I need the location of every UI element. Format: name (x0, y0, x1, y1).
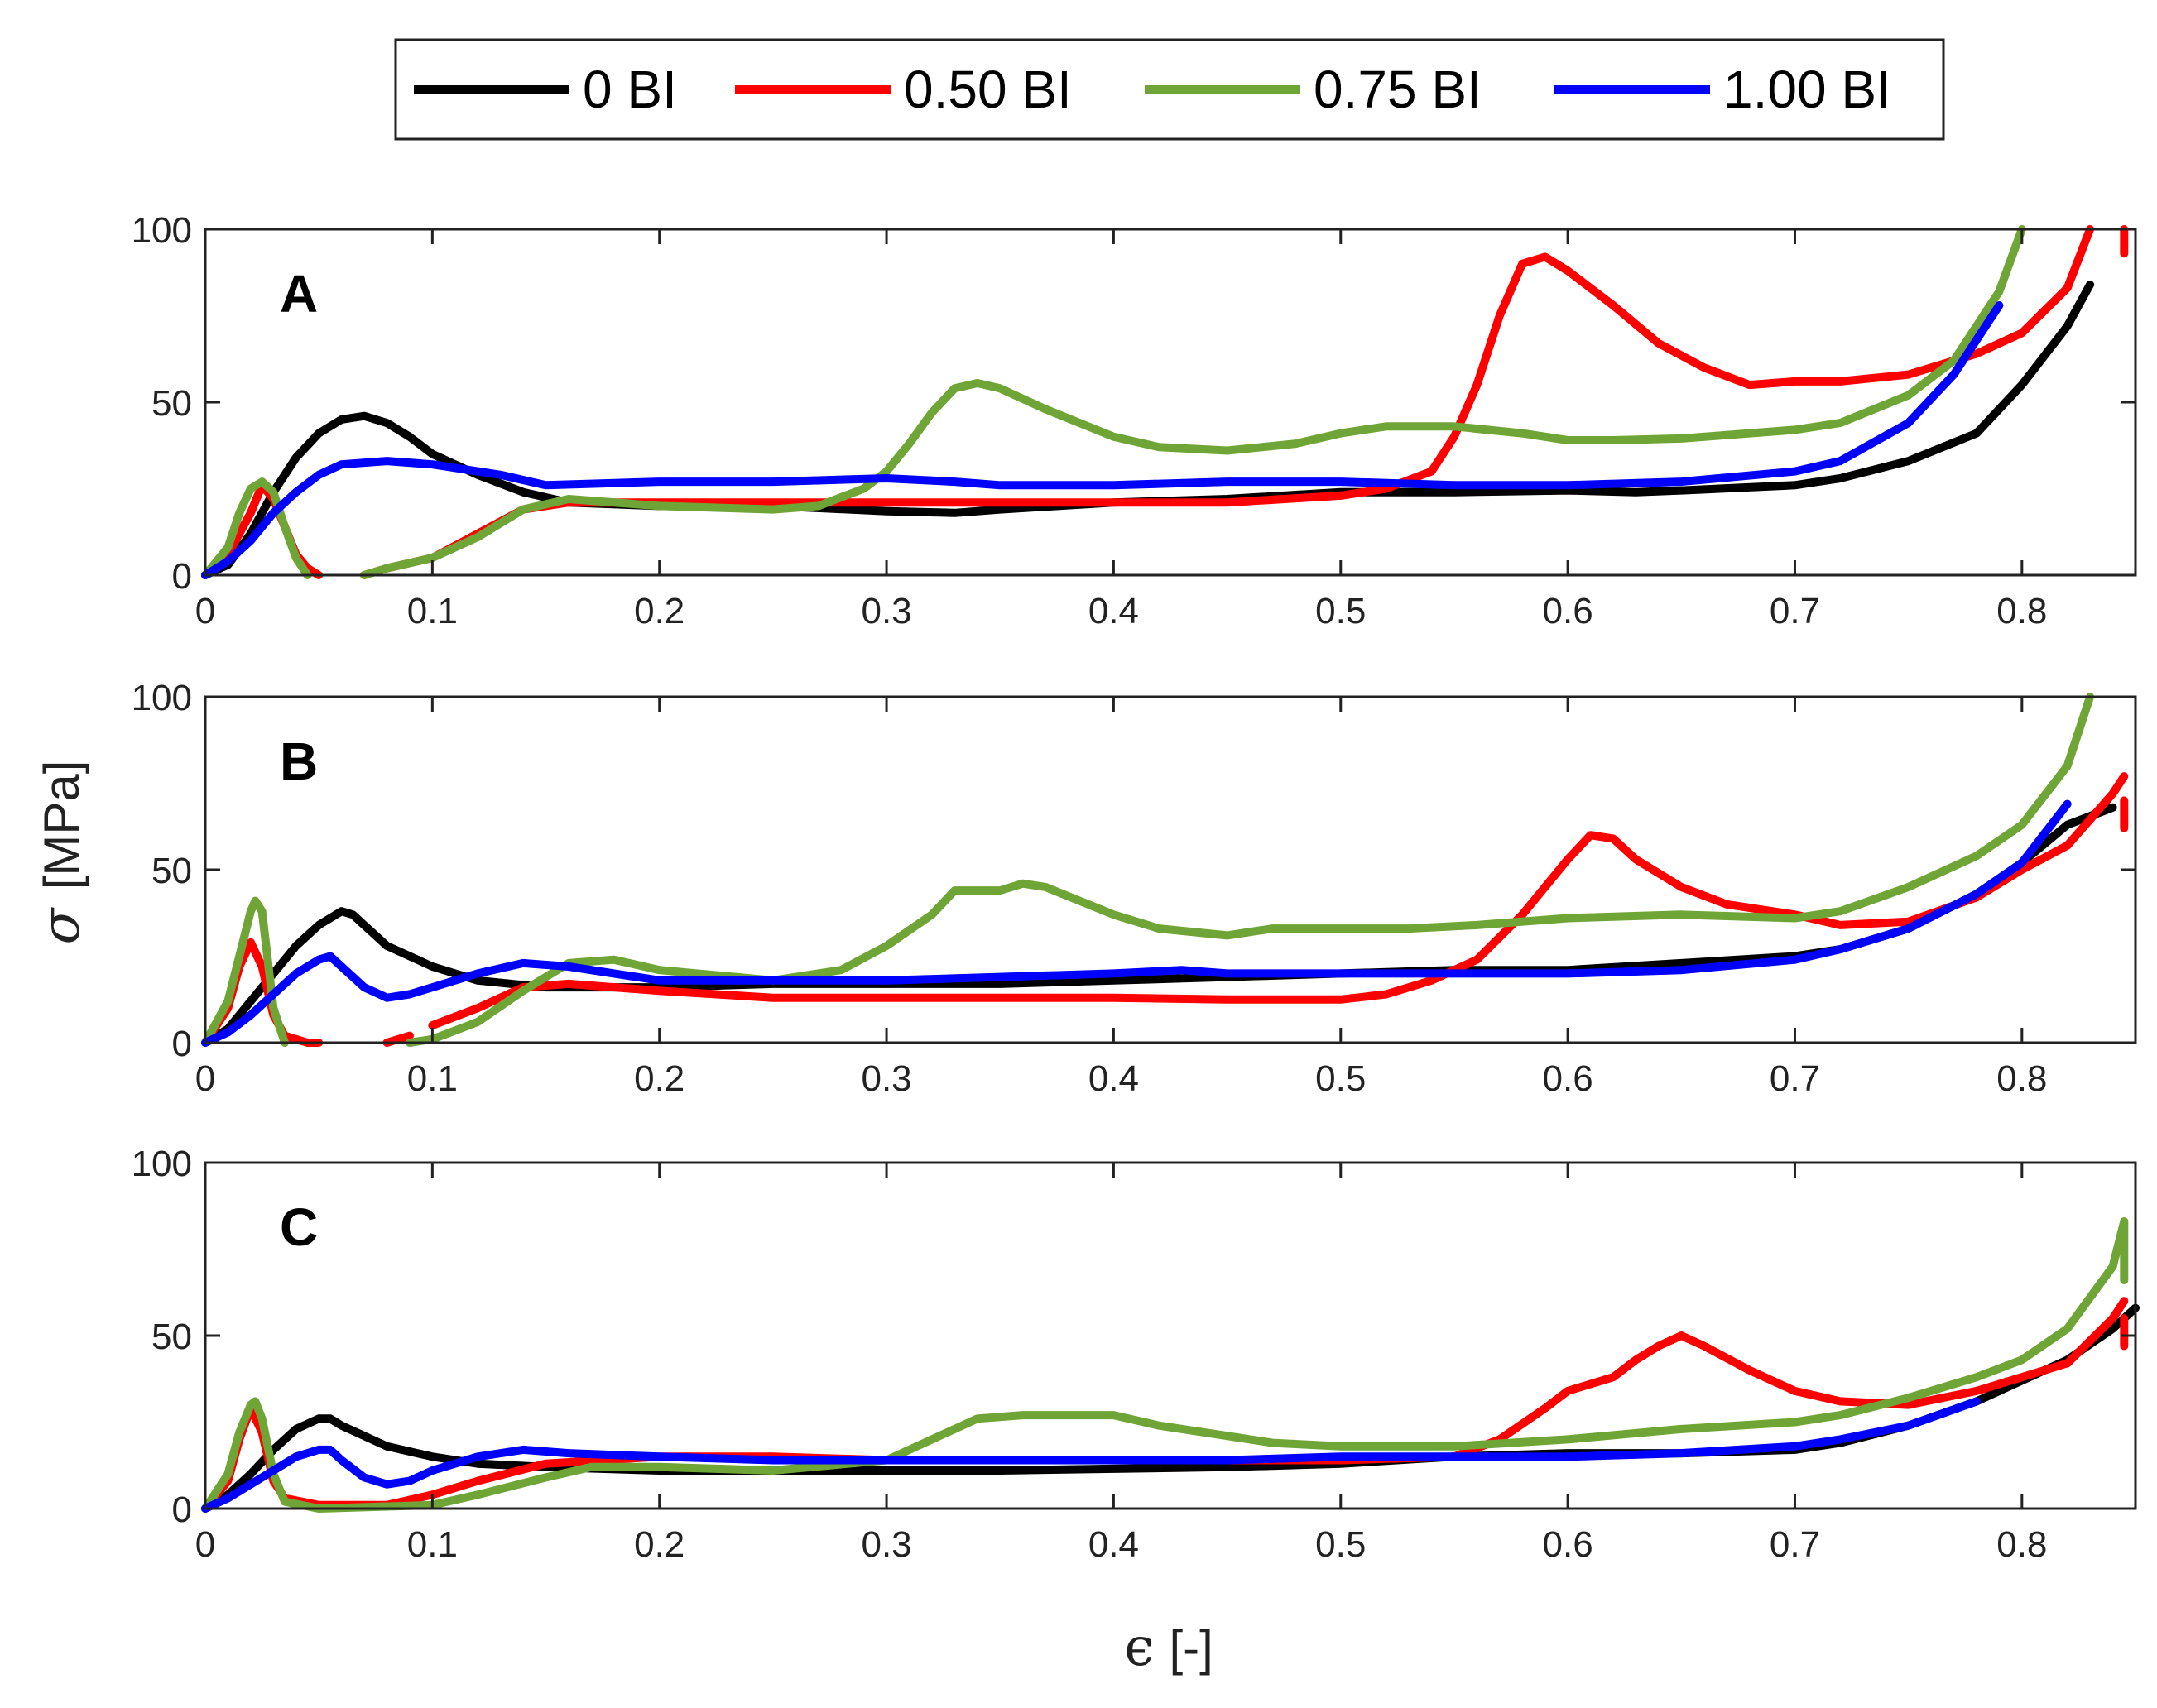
series-line-0-bi-a-seg0 (201, 280, 2095, 579)
y-axis-label: σ [MPa] (31, 760, 92, 945)
legend-label-100bi: 1.00 BI (1723, 60, 1891, 119)
y-axis-symbol: σ (31, 906, 92, 944)
panel-label-b: B (280, 732, 318, 791)
plot-area-a (205, 229, 2135, 575)
x-tick-label-a-8: 0.8 (1996, 591, 2047, 631)
x-tick-label-a-3: 0.3 (861, 591, 911, 631)
series-line-0-75-bi-a-seg0 (201, 477, 312, 579)
series-group-c (201, 1217, 2140, 1513)
panel-label-a: A (280, 264, 318, 324)
x-tick-label-c-2: 0.2 (634, 1524, 685, 1565)
plot-area-b (205, 697, 2135, 1043)
y-tick-label-c-1: 50 (151, 1317, 192, 1357)
x-tick-label-a-4: 0.4 (1088, 591, 1139, 631)
x-tick-label-a-6: 0.6 (1543, 591, 1593, 631)
svg-text:σ [MPa]: σ [MPa] (31, 760, 92, 945)
series-line-0-75-bi-b-seg1 (405, 693, 2095, 1047)
x-tick-label-b-2: 0.2 (634, 1058, 685, 1099)
y-tick-label-b-1: 50 (151, 851, 192, 891)
series-line-0-75-bi-c-seg0 (201, 1217, 2129, 1513)
x-tick-label-a-7: 0.7 (1770, 591, 1820, 631)
x-tick-label-b-1: 0.1 (407, 1058, 458, 1099)
x-tick-label-c-6: 0.6 (1543, 1524, 1593, 1565)
panel-b: 0 0.1 0.2 0.3 0.4 0.5 0.6 0.7 0.8 0 50 100 B (132, 678, 2137, 1099)
series-line-1-00-bi-b-seg0 (201, 799, 2072, 1047)
svg-text:ϵ [-]: ϵ [-] (1124, 1617, 1213, 1678)
x-tick-label-c-5: 0.5 (1315, 1524, 1366, 1565)
series-line-1-00-bi-a-seg0 (201, 301, 2004, 579)
x-tick-label-a-0: 0 (195, 591, 215, 631)
x-axis-symbol: ϵ (1124, 1617, 1154, 1678)
panel-c: 0 0.1 0.2 0.3 0.4 0.5 0.6 0.7 0.8 0 50 100 C (132, 1144, 2140, 1565)
panel-a: 0 0.1 0.2 0.3 0.4 0.5 0.6 0.7 0.8 0 50 100 A (132, 210, 2137, 631)
x-tick-label-a-2: 0.2 (634, 591, 685, 631)
x-tick-label-b-6: 0.6 (1543, 1058, 1593, 1099)
x-tick-label-c-7: 0.7 (1770, 1524, 1820, 1565)
y-tick-label-a-2: 100 (132, 210, 192, 251)
y-tick-label-a-0: 0 (172, 556, 192, 597)
x-tick-label-c-1: 0.1 (407, 1524, 458, 1565)
y-tick-label-a-1: 50 (151, 383, 192, 424)
series-group-b (201, 693, 2129, 1047)
y-tick-label-c-0: 0 (172, 1490, 192, 1530)
legend-label-050bi: 0.50 BI (904, 60, 1072, 119)
y-tick-label-b-0: 0 (172, 1024, 192, 1064)
series-group-a (201, 225, 2129, 579)
y-tick-label-c-2: 100 (132, 1144, 192, 1184)
x-tick-label-c-0: 0 (195, 1524, 215, 1565)
y-tick-label-b-2: 100 (132, 678, 192, 718)
x-tick-label-b-3: 0.3 (861, 1058, 911, 1099)
x-axis-unit: [-] (1169, 1620, 1213, 1676)
x-tick-label-b-0: 0 (195, 1058, 215, 1099)
x-tick-label-b-4: 0.4 (1088, 1058, 1139, 1099)
x-tick-label-c-4: 0.4 (1088, 1524, 1139, 1565)
legend-label-075bi: 0.75 BI (1314, 60, 1482, 119)
x-tick-label-a-5: 0.5 (1315, 591, 1366, 631)
series-line-0-75-bi-a-seg1 (360, 225, 2026, 579)
x-tick-label-b-5: 0.5 (1315, 1058, 1366, 1099)
series-line-1-00-bi-c-seg0 (201, 1397, 1981, 1513)
panel-label-c: C (280, 1197, 318, 1257)
x-tick-label-c-8: 0.8 (1996, 1524, 2047, 1565)
legend: 0 BI 0.50 BI 0.75 BI 1.00 BI (394, 38, 1945, 141)
y-axis-unit: [MPa] (34, 760, 89, 890)
x-tick-label-b-7: 0.7 (1770, 1058, 1820, 1099)
x-axis-label: ϵ [-] (1124, 1617, 1213, 1678)
legend-label-0bi: 0 BI (583, 60, 677, 119)
x-tick-label-c-3: 0.3 (861, 1524, 911, 1565)
x-tick-label-a-1: 0.1 (407, 591, 458, 631)
x-tick-label-b-8: 0.8 (1996, 1058, 2047, 1099)
